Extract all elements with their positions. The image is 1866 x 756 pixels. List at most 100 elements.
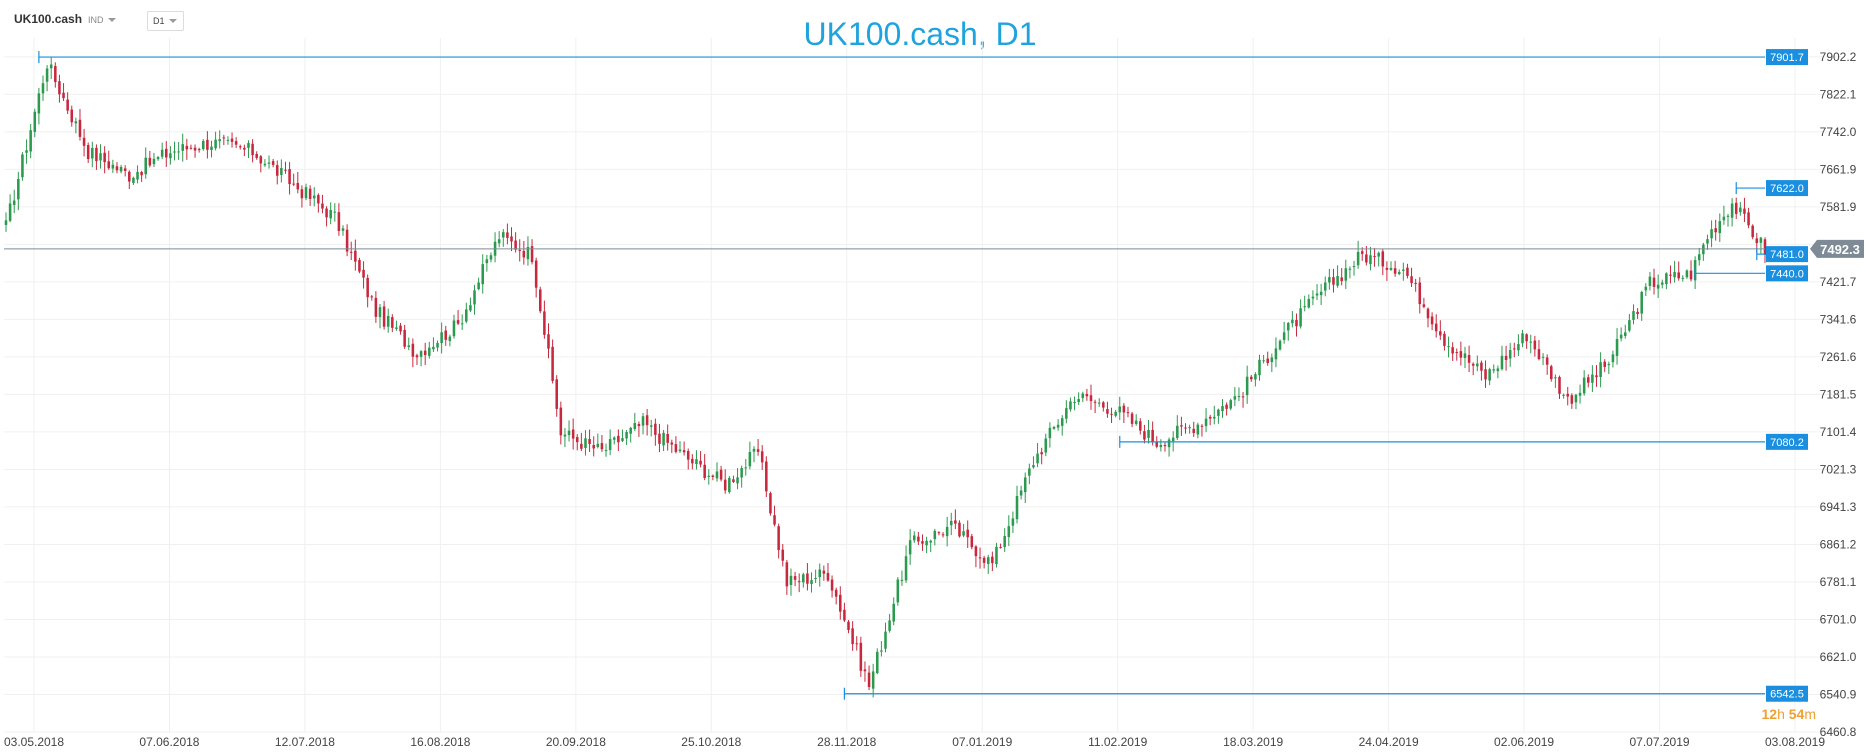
- timeframe-dropdown[interactable]: D1: [147, 11, 184, 31]
- x-tick-label: 03.08.2019: [1765, 735, 1825, 749]
- candle-up: [1307, 299, 1311, 308]
- candle-up: [563, 434, 567, 437]
- candle-up: [649, 425, 653, 427]
- candle-up: [1722, 216, 1726, 221]
- candle-up: [341, 228, 345, 231]
- x-tick-label: 16.08.2018: [410, 735, 470, 749]
- candle-down: [670, 442, 674, 445]
- candle-down: [1381, 251, 1385, 267]
- y-tick-label: 7742.0: [1820, 125, 1857, 139]
- candle-up: [91, 147, 94, 159]
- candle-down: [1550, 366, 1553, 380]
- candle-down: [580, 443, 583, 449]
- candle-up: [173, 151, 176, 153]
- candle-up: [1003, 535, 1006, 548]
- candle-up: [263, 163, 267, 166]
- candle-down: [78, 119, 82, 137]
- candle-down: [797, 581, 801, 583]
- candle-up: [1632, 311, 1635, 320]
- candle-up: [1060, 418, 1064, 426]
- candle-up: [1591, 374, 1594, 383]
- candle-down: [1533, 340, 1537, 350]
- candle-down: [1652, 277, 1656, 287]
- candle-down: [1430, 316, 1434, 325]
- candle-down: [1504, 355, 1508, 360]
- y-tick-label: 7101.4: [1820, 425, 1857, 439]
- y-tick-label: 6621.0: [1820, 650, 1857, 664]
- indicator-dropdown[interactable]: IND: [88, 11, 116, 29]
- x-tick-label: 02.06.2019: [1494, 735, 1554, 749]
- candle-down: [391, 317, 394, 328]
- candle-up: [1299, 308, 1302, 327]
- candle-down: [847, 621, 850, 630]
- candle-up: [177, 151, 180, 153]
- candle-up: [1463, 353, 1467, 359]
- candle-up: [1369, 255, 1372, 265]
- candle-down: [1225, 404, 1228, 409]
- candle-up: [1323, 282, 1327, 291]
- candle-down: [666, 433, 669, 443]
- candle-up: [386, 315, 390, 327]
- candle-up: [41, 83, 45, 94]
- candle-up: [1623, 332, 1627, 336]
- candle-up: [1171, 437, 1175, 442]
- candle-up: [744, 467, 748, 469]
- y-tick-label: 6781.1: [1820, 575, 1857, 589]
- candle-down: [863, 669, 867, 672]
- candle-down: [699, 460, 702, 465]
- symbol-label[interactable]: UK100.cash: [14, 12, 83, 26]
- candle-down: [1537, 349, 1541, 360]
- candle-down: [703, 464, 706, 478]
- candle-up: [1167, 439, 1171, 448]
- candle-up: [621, 438, 624, 441]
- candle-down: [867, 672, 871, 688]
- candle-up: [152, 158, 156, 165]
- candle-up: [1476, 363, 1479, 367]
- candle-up: [612, 437, 616, 440]
- candle-up: [304, 187, 308, 199]
- timer-hours: 12: [1761, 706, 1778, 722]
- candle-up: [1274, 348, 1278, 360]
- level-label: 7440.0: [1770, 268, 1804, 280]
- candle-up: [900, 579, 904, 581]
- candle-up: [789, 575, 793, 585]
- candle-down: [958, 522, 961, 537]
- candle-down: [522, 250, 526, 258]
- candle-down: [107, 161, 111, 169]
- candle-up: [428, 347, 431, 356]
- candle-down: [711, 475, 715, 478]
- candle-down: [1587, 377, 1590, 383]
- candle-up: [1319, 291, 1323, 296]
- current-price-label: 7492.3: [1820, 242, 1860, 257]
- candle-down: [362, 269, 365, 278]
- candle-down: [686, 450, 690, 460]
- candle-down: [403, 329, 406, 347]
- candle-down: [785, 562, 789, 587]
- candle-up: [596, 443, 600, 448]
- candle-up: [962, 531, 965, 536]
- candle-down: [1677, 272, 1680, 279]
- candle-down: [793, 576, 797, 580]
- x-tick-label: 20.09.2018: [546, 735, 606, 749]
- candle-up: [448, 336, 452, 341]
- candle-down: [321, 203, 324, 209]
- candle-down: [325, 208, 328, 218]
- candle-up: [29, 130, 32, 152]
- candle-up: [460, 323, 464, 325]
- timer-hours-unit: h: [1777, 706, 1785, 722]
- candle-up: [1213, 416, 1216, 419]
- candle-up: [144, 157, 148, 175]
- y-tick-label: 7181.5: [1820, 387, 1857, 401]
- candle-up: [1582, 377, 1586, 394]
- candle-down: [1603, 361, 1606, 367]
- candle-up: [584, 438, 587, 448]
- x-tick-label: 03.05.2018: [4, 735, 64, 749]
- candle-up: [1159, 444, 1163, 448]
- candle-up: [1615, 338, 1619, 356]
- candle-up: [1562, 394, 1565, 396]
- candle-up: [1188, 427, 1191, 429]
- candle-up: [329, 209, 332, 219]
- candle-down: [773, 515, 776, 525]
- candle-up: [99, 153, 102, 161]
